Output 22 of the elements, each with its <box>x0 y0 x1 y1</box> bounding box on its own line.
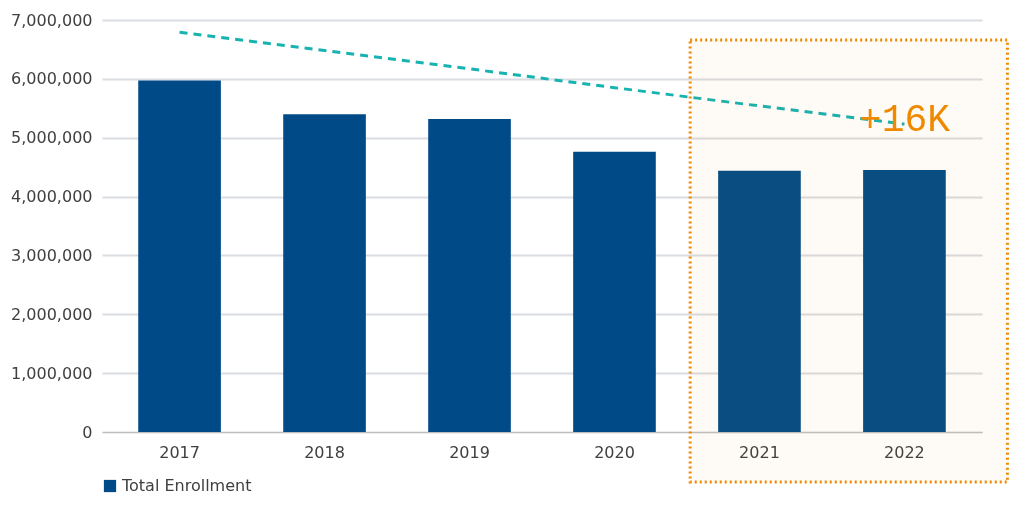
x-tick-label: 2018 <box>304 442 345 462</box>
bar <box>428 118 511 432</box>
x-tick-label: 2021 <box>739 442 780 462</box>
bar <box>573 151 656 432</box>
bar <box>138 80 221 432</box>
x-tick-label: 2019 <box>449 442 490 462</box>
x-tick-label: 2022 <box>884 442 925 462</box>
bar <box>863 170 946 432</box>
bar <box>283 114 366 432</box>
legend-label: Total Enrollment <box>121 476 252 495</box>
x-tick-label: 2017 <box>159 442 200 462</box>
y-tick-label: 4,000,000 <box>11 187 93 207</box>
bar <box>718 170 801 432</box>
y-tick-label: 7,000,000 <box>11 10 93 30</box>
x-tick-label: 2020 <box>594 442 635 462</box>
y-tick-label: 5,000,000 <box>11 128 93 148</box>
y-tick-label: 3,000,000 <box>11 245 93 265</box>
y-tick-label: 6,000,000 <box>11 69 93 89</box>
y-tick-label: 0 <box>82 422 93 442</box>
annotation: +16K <box>858 99 951 143</box>
y-tick-label: 1,000,000 <box>11 363 93 383</box>
y-tick-label: 2,000,000 <box>11 304 93 324</box>
